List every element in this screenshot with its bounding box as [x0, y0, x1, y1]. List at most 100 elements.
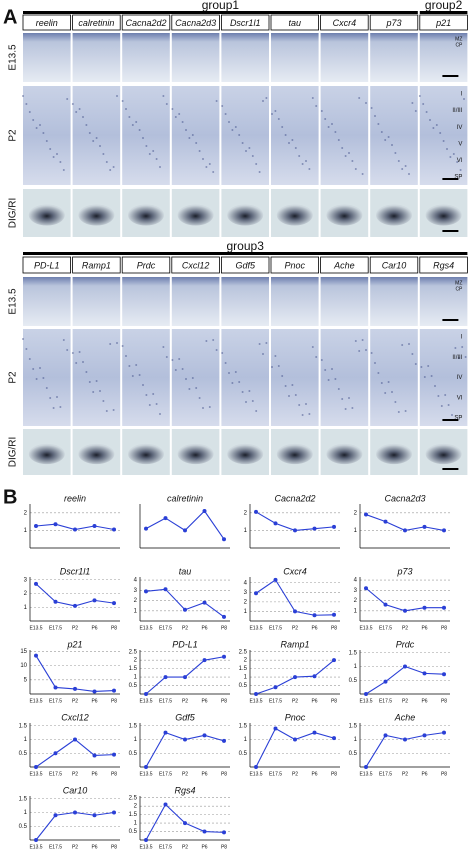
y-tick-label: 1: [134, 821, 138, 827]
gene-label: Gdf5: [235, 260, 256, 270]
stain-dot: [208, 406, 211, 408]
data-point: [183, 737, 187, 742]
x-tick-label: E13.5: [29, 771, 42, 777]
stain-dot: [142, 137, 144, 139]
stain-dot: [238, 381, 241, 383]
stain-dot: [447, 404, 450, 406]
x-tick-label: P8: [331, 625, 337, 631]
x-tick-label: E17.5: [159, 844, 172, 850]
section-image: [221, 33, 269, 82]
y-tick-label: 2: [134, 598, 138, 604]
x-tick-label: E13.5: [249, 771, 262, 777]
stain-blob: [425, 204, 462, 226]
stain-dot: [284, 134, 287, 136]
stain-dot: [128, 116, 131, 118]
y-tick-label: 2: [244, 599, 248, 605]
gene-label: Ramp1: [82, 260, 111, 270]
y-tick-label: 0.5: [19, 751, 28, 757]
data-point: [202, 658, 207, 663]
data-point: [112, 527, 116, 532]
stain-dot: [155, 403, 158, 405]
gene-label: tau: [289, 18, 302, 28]
stain-dot: [71, 352, 74, 354]
y-tick-label: 2: [24, 591, 28, 597]
x-tick-label: P2: [402, 771, 408, 777]
gene-label: p73: [385, 18, 401, 28]
x-tick-label: P8: [441, 771, 447, 777]
stain-dot: [59, 406, 62, 408]
section-image: [320, 277, 369, 326]
stain-dot: [75, 111, 78, 113]
stain-dot: [255, 410, 258, 412]
stain-dot: [152, 150, 155, 152]
data-point: [53, 599, 58, 604]
x-tick-label: P8: [221, 698, 227, 704]
data-point: [112, 601, 116, 606]
data-point: [254, 591, 258, 596]
stain-dot: [277, 118, 280, 120]
stain-dot: [109, 343, 112, 345]
stain-blob: [276, 204, 313, 226]
section-image: [221, 86, 269, 185]
x-tick-label: P8: [441, 625, 447, 631]
chart-title: Car10: [63, 785, 88, 795]
stain-dot: [215, 100, 218, 102]
stain-dot: [191, 377, 194, 379]
stain-dot: [456, 161, 459, 163]
section-image: [122, 33, 170, 82]
data-point: [422, 733, 427, 738]
layer-label: II/III: [452, 108, 462, 114]
stain-dot: [464, 356, 467, 358]
x-tick-label: P6: [311, 698, 317, 704]
stain-dot: [320, 359, 323, 361]
stain-dot: [384, 392, 387, 394]
stain-dot: [121, 100, 124, 102]
section-image: [271, 329, 319, 426]
y-tick-label: 0.5: [129, 829, 138, 835]
x-tick-label: E17.5: [49, 844, 62, 850]
stain-dot: [274, 355, 277, 357]
stain-blob: [127, 443, 165, 465]
x-tick-label: P8: [221, 771, 227, 777]
gene-box: [320, 256, 369, 274]
y-tick-label: 4: [134, 578, 138, 584]
stain-dot: [174, 116, 177, 118]
data-point: [364, 586, 368, 591]
stain-dot: [241, 391, 244, 393]
group-label: group1: [202, 0, 240, 12]
stain-dot: [370, 107, 373, 109]
gene-box: [22, 14, 71, 31]
data-point: [73, 603, 77, 608]
y-tick-label: 1.5: [239, 666, 248, 672]
stain-dot: [99, 390, 101, 392]
stain-dot: [301, 163, 304, 165]
stain-dot: [25, 103, 28, 105]
data-point: [442, 672, 446, 677]
data-point: [183, 821, 187, 826]
data-point: [422, 524, 427, 529]
group-label: group3: [227, 239, 265, 253]
stain-dot: [59, 161, 62, 163]
stain-dot: [45, 140, 48, 142]
stain-dot: [377, 372, 380, 374]
x-tick-label: P2: [182, 625, 188, 631]
stain-dot: [148, 153, 151, 155]
data-point: [383, 733, 388, 738]
stain-dot: [205, 166, 208, 168]
gene-box: [220, 256, 270, 274]
stain-dot: [52, 156, 55, 158]
row-label: P2: [8, 129, 19, 142]
stain-dot: [45, 387, 48, 389]
data-point: [202, 509, 207, 514]
x-tick-label: P2: [182, 771, 188, 777]
stain-dot: [435, 124, 438, 126]
stain-blob: [177, 204, 214, 226]
chart-title: Ache: [394, 712, 416, 722]
chart-title: reelin: [64, 493, 86, 503]
stain-dot: [39, 124, 41, 126]
y-tick-label: 1: [134, 608, 138, 614]
x-tick-label: E13.5: [139, 844, 152, 850]
x-tick-label: P8: [221, 625, 227, 631]
panel-label: A: [3, 6, 17, 28]
stain-dot: [404, 165, 407, 167]
